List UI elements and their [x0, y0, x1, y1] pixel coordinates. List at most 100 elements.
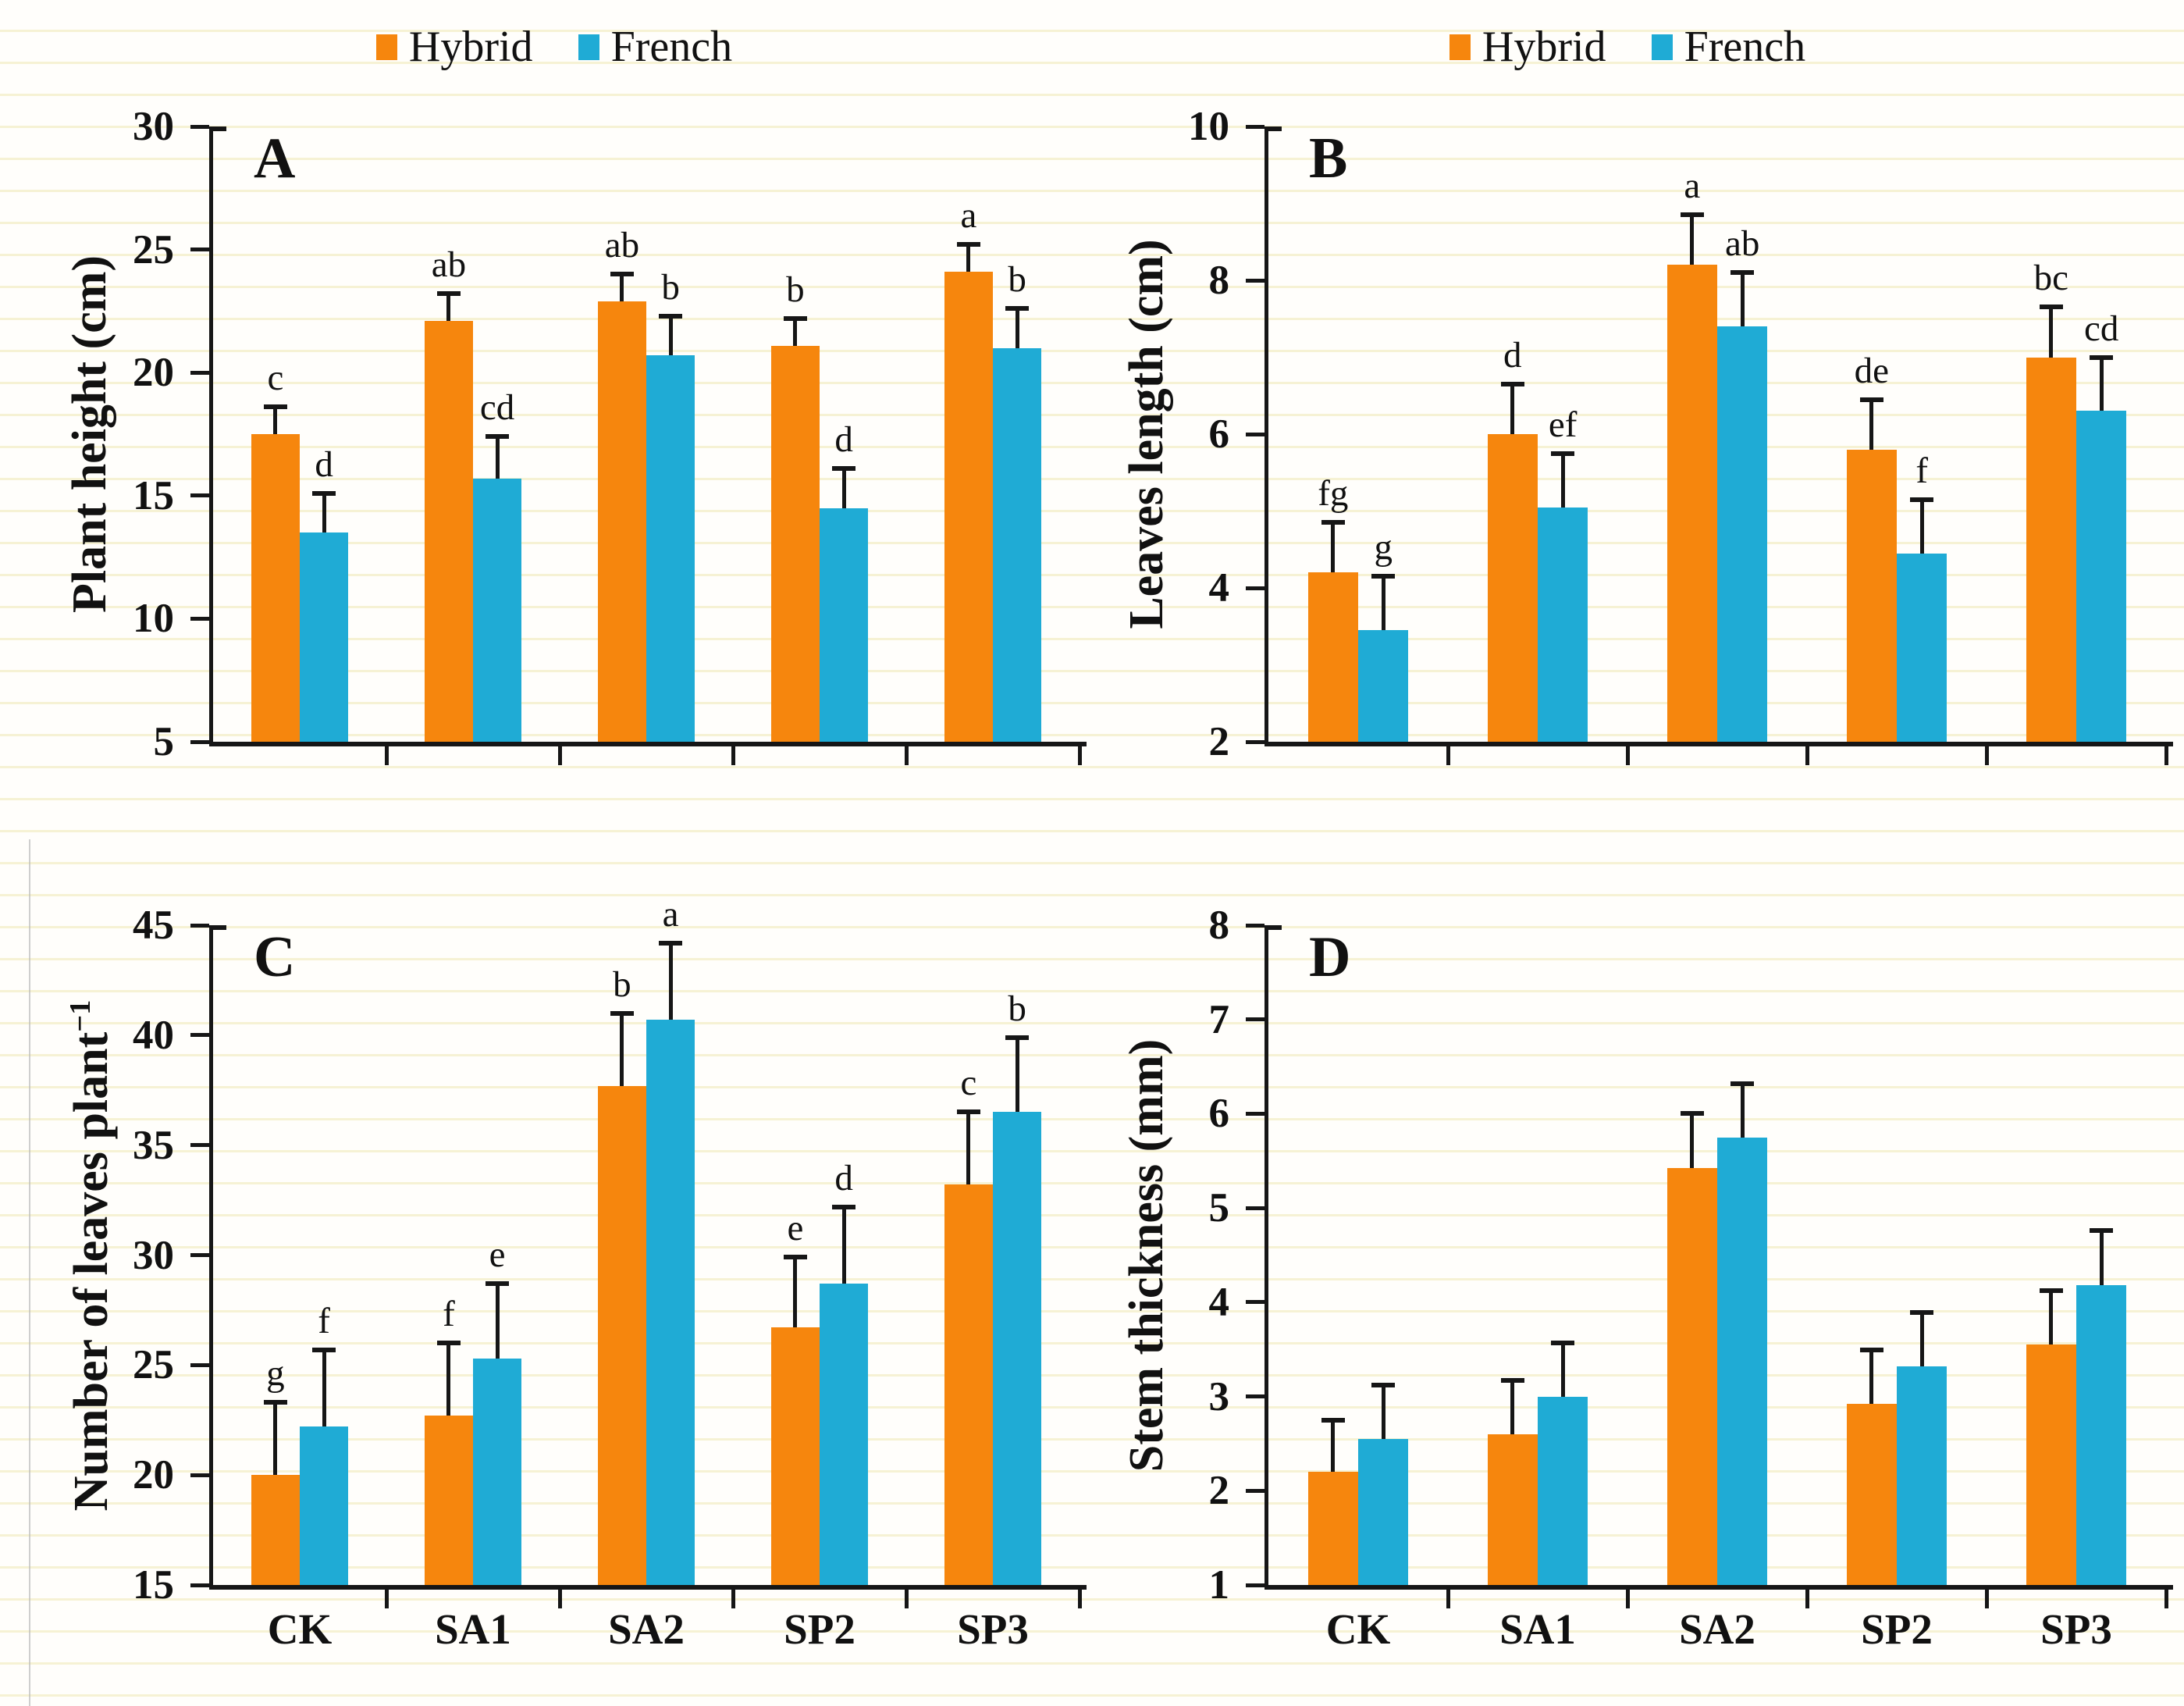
sig-letter-hybrid-sa1: d	[1503, 334, 1522, 376]
y-tick-mark-10	[190, 616, 209, 621]
sig-letter-french-sa2: a	[662, 893, 679, 935]
x-tick-mark-4	[1984, 746, 1989, 765]
y-tick-mark-2	[1246, 1488, 1265, 1493]
errorbar-hybrid-sa2	[620, 274, 624, 301]
bar-french-ck	[300, 1426, 349, 1585]
y-tick-mark-30	[190, 1253, 209, 1257]
errorbar-cap-hybrid-sa2	[1680, 1111, 1704, 1117]
sig-letter-french-sp2: d	[834, 419, 853, 461]
x-axis-extension	[2166, 742, 2173, 746]
plot-area: D 1 2 3 4 5 6 7 8 CK SA1 SA2 SP2 SP3	[1209, 903, 2173, 1652]
y-axis-title-text: Plant height (cm)	[62, 255, 116, 614]
y-tick-mark-1	[1246, 1583, 1265, 1587]
x-category-label-sp2: SP2	[784, 1605, 855, 1653]
bar-french-sa2	[1717, 1137, 1768, 1585]
errorbar-hybrid-ck	[273, 407, 278, 434]
y-tick-mark-7	[1246, 1017, 1265, 1022]
y-tick-mark-45	[190, 923, 209, 928]
y-tick-label-2: 2	[1208, 1468, 1230, 1514]
errorbar-hybrid-sa1	[1510, 383, 1515, 434]
y-tick-label-15: 15	[133, 472, 174, 518]
x-category-label-sp3: SP3	[957, 1605, 1029, 1653]
bar-hybrid-sp2	[1846, 449, 1897, 742]
errorbar-hybrid-sa2	[1690, 215, 1695, 265]
errorbar-cap-french-sa1	[486, 1281, 510, 1287]
sig-letter-french-sp3: b	[1008, 259, 1026, 301]
y-tick-mark-6	[1246, 432, 1265, 436]
y-tick-label-6: 6	[1208, 411, 1230, 457]
errorbar-french-sp2	[841, 468, 846, 508]
panel-letter: D	[1309, 925, 1351, 989]
errorbar-french-sa1	[495, 436, 500, 479]
y-tick-label-45: 45	[133, 903, 174, 948]
y-tick-label-4: 4	[1208, 565, 1230, 611]
errorbar-french-sa1	[1560, 453, 1565, 508]
errorbar-french-sa1	[1560, 1342, 1565, 1397]
y-tick-label-30: 30	[133, 104, 174, 149]
errorbar-cap-french-sa1	[486, 434, 510, 440]
bar-hybrid-sp3	[944, 271, 993, 742]
bar-french-ck	[1358, 1438, 1409, 1585]
sig-letter-french-sa1: e	[489, 1234, 506, 1276]
bar-french-sa2	[646, 1020, 695, 1585]
legend-swatch-hybrid	[1449, 34, 1471, 60]
errorbar-cap-hybrid-sp2	[1859, 1348, 1883, 1353]
errorbar-cap-hybrid-sa1	[1500, 1378, 1524, 1384]
bar-french-sp2	[820, 1284, 869, 1585]
errorbar-cap-french-ck	[1371, 1383, 1396, 1388]
errorbar-french-sa2	[1740, 1083, 1745, 1138]
errorbar-french-sa1	[495, 1284, 500, 1359]
x-tick-mark-1	[1446, 1590, 1450, 1608]
errorbar-hybrid-ck	[1331, 1419, 1336, 1473]
errorbar-hybrid-sp3	[966, 1112, 971, 1185]
bar-french-sa1	[1538, 507, 1588, 742]
errorbar-cap-french-sa2	[1730, 270, 1755, 276]
legend-label-french: French	[1684, 23, 1806, 71]
y-tick-label-8: 8	[1208, 258, 1230, 303]
errorbar-hybrid-sp3	[966, 244, 971, 272]
x-tick-mark-4	[904, 1590, 909, 1608]
bar-hybrid-ck	[251, 434, 300, 742]
y-tick-mark-4	[1246, 1300, 1265, 1305]
y-tick-mark-5	[1246, 1206, 1265, 1210]
x-axis-extension	[1080, 742, 1087, 746]
errorbar-cap-hybrid-sa2	[610, 272, 634, 277]
sig-letter-french-sp2: d	[834, 1157, 853, 1198]
legend-label-hybrid: Hybrid	[1481, 23, 1606, 71]
errorbar-cap-french-sp3	[2090, 1228, 2114, 1234]
legend-swatch-french	[1651, 34, 1673, 60]
y-tick-mark-15	[190, 1583, 209, 1587]
y-axis-title: Plant height (cm)	[55, 255, 116, 614]
x-axis-extension	[1080, 1585, 1087, 1590]
bar-french-sp2	[820, 508, 869, 742]
bar-hybrid-sp3	[944, 1184, 993, 1585]
bar-hybrid-sa2	[1666, 265, 1717, 742]
bar-hybrid-sp2	[1846, 1404, 1897, 1585]
bar-hybrid-ck	[1307, 572, 1358, 742]
y-tick-label-25: 25	[133, 1342, 174, 1388]
x-tick-mark-5	[2164, 746, 2168, 765]
errorbar-hybrid-ck	[273, 1402, 278, 1476]
errorbar-cap-french-sp2	[1910, 1310, 1934, 1316]
x-tick-mark-5	[1077, 746, 1082, 765]
bar-french-sa1	[473, 1358, 522, 1585]
y-tick-mark-30	[190, 124, 209, 129]
errorbar-hybrid-ck	[1331, 522, 1336, 573]
y-axis-top-tick	[1268, 925, 1282, 930]
bar-hybrid-sp2	[770, 1327, 820, 1585]
sig-letter-french-sp3: b	[1008, 988, 1026, 1029]
sig-letter-hybrid-sp2: e	[787, 1208, 804, 1249]
bar-hybrid-sp2	[770, 345, 820, 742]
y-tick-label-2: 2	[1208, 719, 1230, 764]
bar-hybrid-sa2	[1666, 1168, 1717, 1585]
sig-letter-french-sa1: ef	[1548, 404, 1578, 445]
bar-french-sp3	[2076, 411, 2127, 742]
y-tick-label-40: 40	[133, 1012, 174, 1058]
sig-letter-hybrid-ck: fg	[1318, 473, 1349, 515]
y-tick-label-15: 15	[133, 1562, 174, 1608]
y-tick-mark-3	[1246, 1394, 1265, 1399]
y-tick-mark-2	[1246, 739, 1265, 744]
errorbar-hybrid-sa2	[1690, 1113, 1695, 1169]
bar-hybrid-sa1	[424, 321, 473, 742]
